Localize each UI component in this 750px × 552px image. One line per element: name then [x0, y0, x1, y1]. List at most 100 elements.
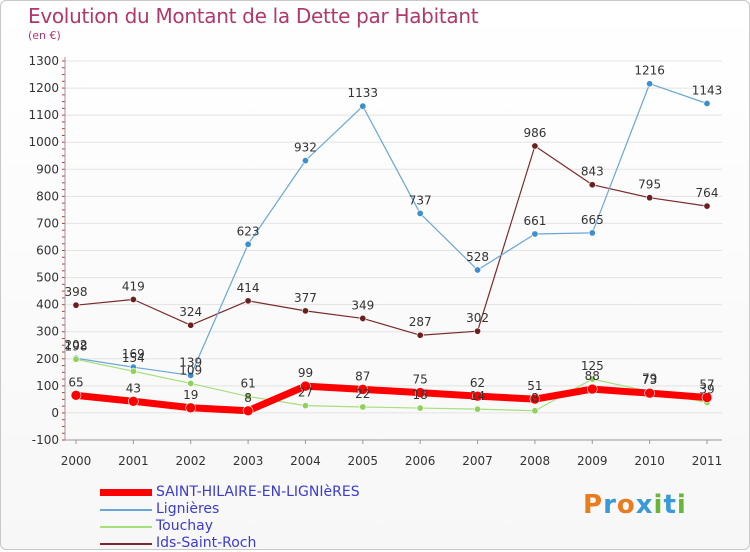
data-label: 349 — [351, 298, 374, 312]
y-tick-label: -100 — [32, 433, 59, 447]
legend-label: SAINT-HILAIRE-EN-LIGNIèRES — [156, 484, 360, 500]
data-point — [72, 355, 80, 363]
data-label: 169 — [122, 347, 145, 361]
y-tick-label: 500 — [36, 271, 59, 285]
data-label: 99 — [298, 366, 313, 380]
data-point — [531, 407, 539, 415]
data-point — [72, 301, 80, 309]
series-line — [75, 145, 708, 336]
data-point — [187, 371, 195, 379]
data-point — [531, 142, 539, 150]
data-point — [359, 314, 367, 322]
logo-letter: i — [653, 490, 664, 520]
data-label: 843 — [581, 165, 604, 179]
data-label: 202 — [65, 338, 88, 352]
logo-letter: o — [616, 490, 636, 520]
x-tick-label: 2008 — [520, 454, 551, 468]
data-label: 414 — [237, 281, 260, 295]
data-point — [185, 402, 197, 414]
data-point — [588, 375, 596, 383]
data-label: 62 — [470, 376, 485, 390]
legend-swatch — [100, 508, 152, 511]
data-label: 139 — [179, 355, 202, 369]
legend-swatch — [100, 542, 152, 545]
data-label: 1133 — [348, 86, 379, 100]
legend-swatch — [100, 489, 152, 496]
y-tick-label: 1100 — [28, 108, 59, 122]
data-label: 79 — [642, 372, 657, 386]
data-label: 302 — [466, 311, 489, 325]
data-label: 737 — [409, 193, 432, 207]
x-tick-label: 2000 — [61, 454, 92, 468]
data-point — [474, 266, 482, 274]
data-point — [359, 403, 367, 411]
x-tick-label: 2007 — [462, 454, 493, 468]
data-point — [414, 387, 426, 398]
data-point — [474, 327, 482, 335]
data-label: 661 — [523, 214, 546, 228]
data-point — [416, 209, 424, 217]
y-tick-label: 400 — [36, 298, 59, 312]
data-label: 287 — [409, 315, 432, 329]
data-label: 8 — [244, 391, 252, 405]
legend-label: Touchay — [156, 518, 214, 534]
data-point — [588, 181, 596, 189]
data-point — [646, 80, 654, 88]
y-tick-label: 300 — [36, 325, 59, 339]
data-label: 22 — [355, 387, 370, 401]
proxiti-logo: Proxiti — [583, 490, 687, 520]
data-point — [242, 405, 254, 417]
data-point — [416, 404, 424, 412]
legend-item-ids-saint-roch: Ids-Saint-Roch — [100, 535, 360, 552]
data-point — [703, 100, 711, 108]
data-label: 125 — [581, 359, 604, 373]
data-point — [187, 379, 195, 387]
x-tick-label: 2003 — [233, 454, 264, 468]
logo-letter: P — [583, 490, 604, 520]
data-label: 8 — [531, 391, 539, 405]
data-label: 57 — [699, 377, 714, 391]
data-point — [703, 202, 711, 210]
y-tick-label: 1300 — [28, 54, 59, 68]
legend-item-touchay: Touchay — [100, 518, 360, 535]
series-line — [75, 83, 708, 376]
x-tick-label: 2011 — [692, 454, 723, 468]
data-label: 324 — [179, 305, 202, 319]
data-label: 87 — [355, 369, 370, 383]
x-tick-label: 2004 — [290, 454, 321, 468]
x-tick-label: 2006 — [405, 454, 436, 468]
x-tick-label: 2002 — [175, 454, 206, 468]
series-line — [72, 382, 711, 415]
x-tick-label: 2001 — [118, 454, 149, 468]
data-label: 419 — [122, 279, 145, 293]
logo-letter: t — [663, 490, 677, 520]
data-point — [129, 367, 137, 375]
y-tick-label: 800 — [36, 189, 59, 203]
legend-item-lignieres: Lignières — [100, 501, 360, 518]
logo-letter: x — [635, 490, 654, 520]
data-label: 795 — [638, 178, 661, 192]
data-point — [128, 395, 139, 407]
data-point — [529, 393, 541, 405]
data-label: 109 — [179, 363, 202, 377]
x-tick-label: 2010 — [634, 454, 665, 468]
data-label: 43 — [126, 381, 141, 395]
data-label: 18 — [413, 388, 428, 402]
data-point — [586, 383, 598, 395]
logo-letter: i — [676, 490, 687, 520]
data-label: 764 — [696, 186, 719, 200]
x-tick-label: 2009 — [577, 454, 608, 468]
chart-title: Evolution du Montant de la Dette par Hab… — [28, 4, 479, 28]
data-point — [588, 229, 596, 237]
data-point — [244, 240, 252, 248]
data-point — [187, 321, 195, 329]
data-label: 39 — [699, 382, 714, 396]
data-point — [129, 295, 137, 303]
data-label: 198 — [65, 339, 88, 353]
legend-label: Lignières — [156, 501, 220, 517]
data-label: 1216 — [634, 64, 665, 78]
data-label: 19 — [183, 388, 198, 402]
data-label: 73 — [642, 373, 657, 387]
